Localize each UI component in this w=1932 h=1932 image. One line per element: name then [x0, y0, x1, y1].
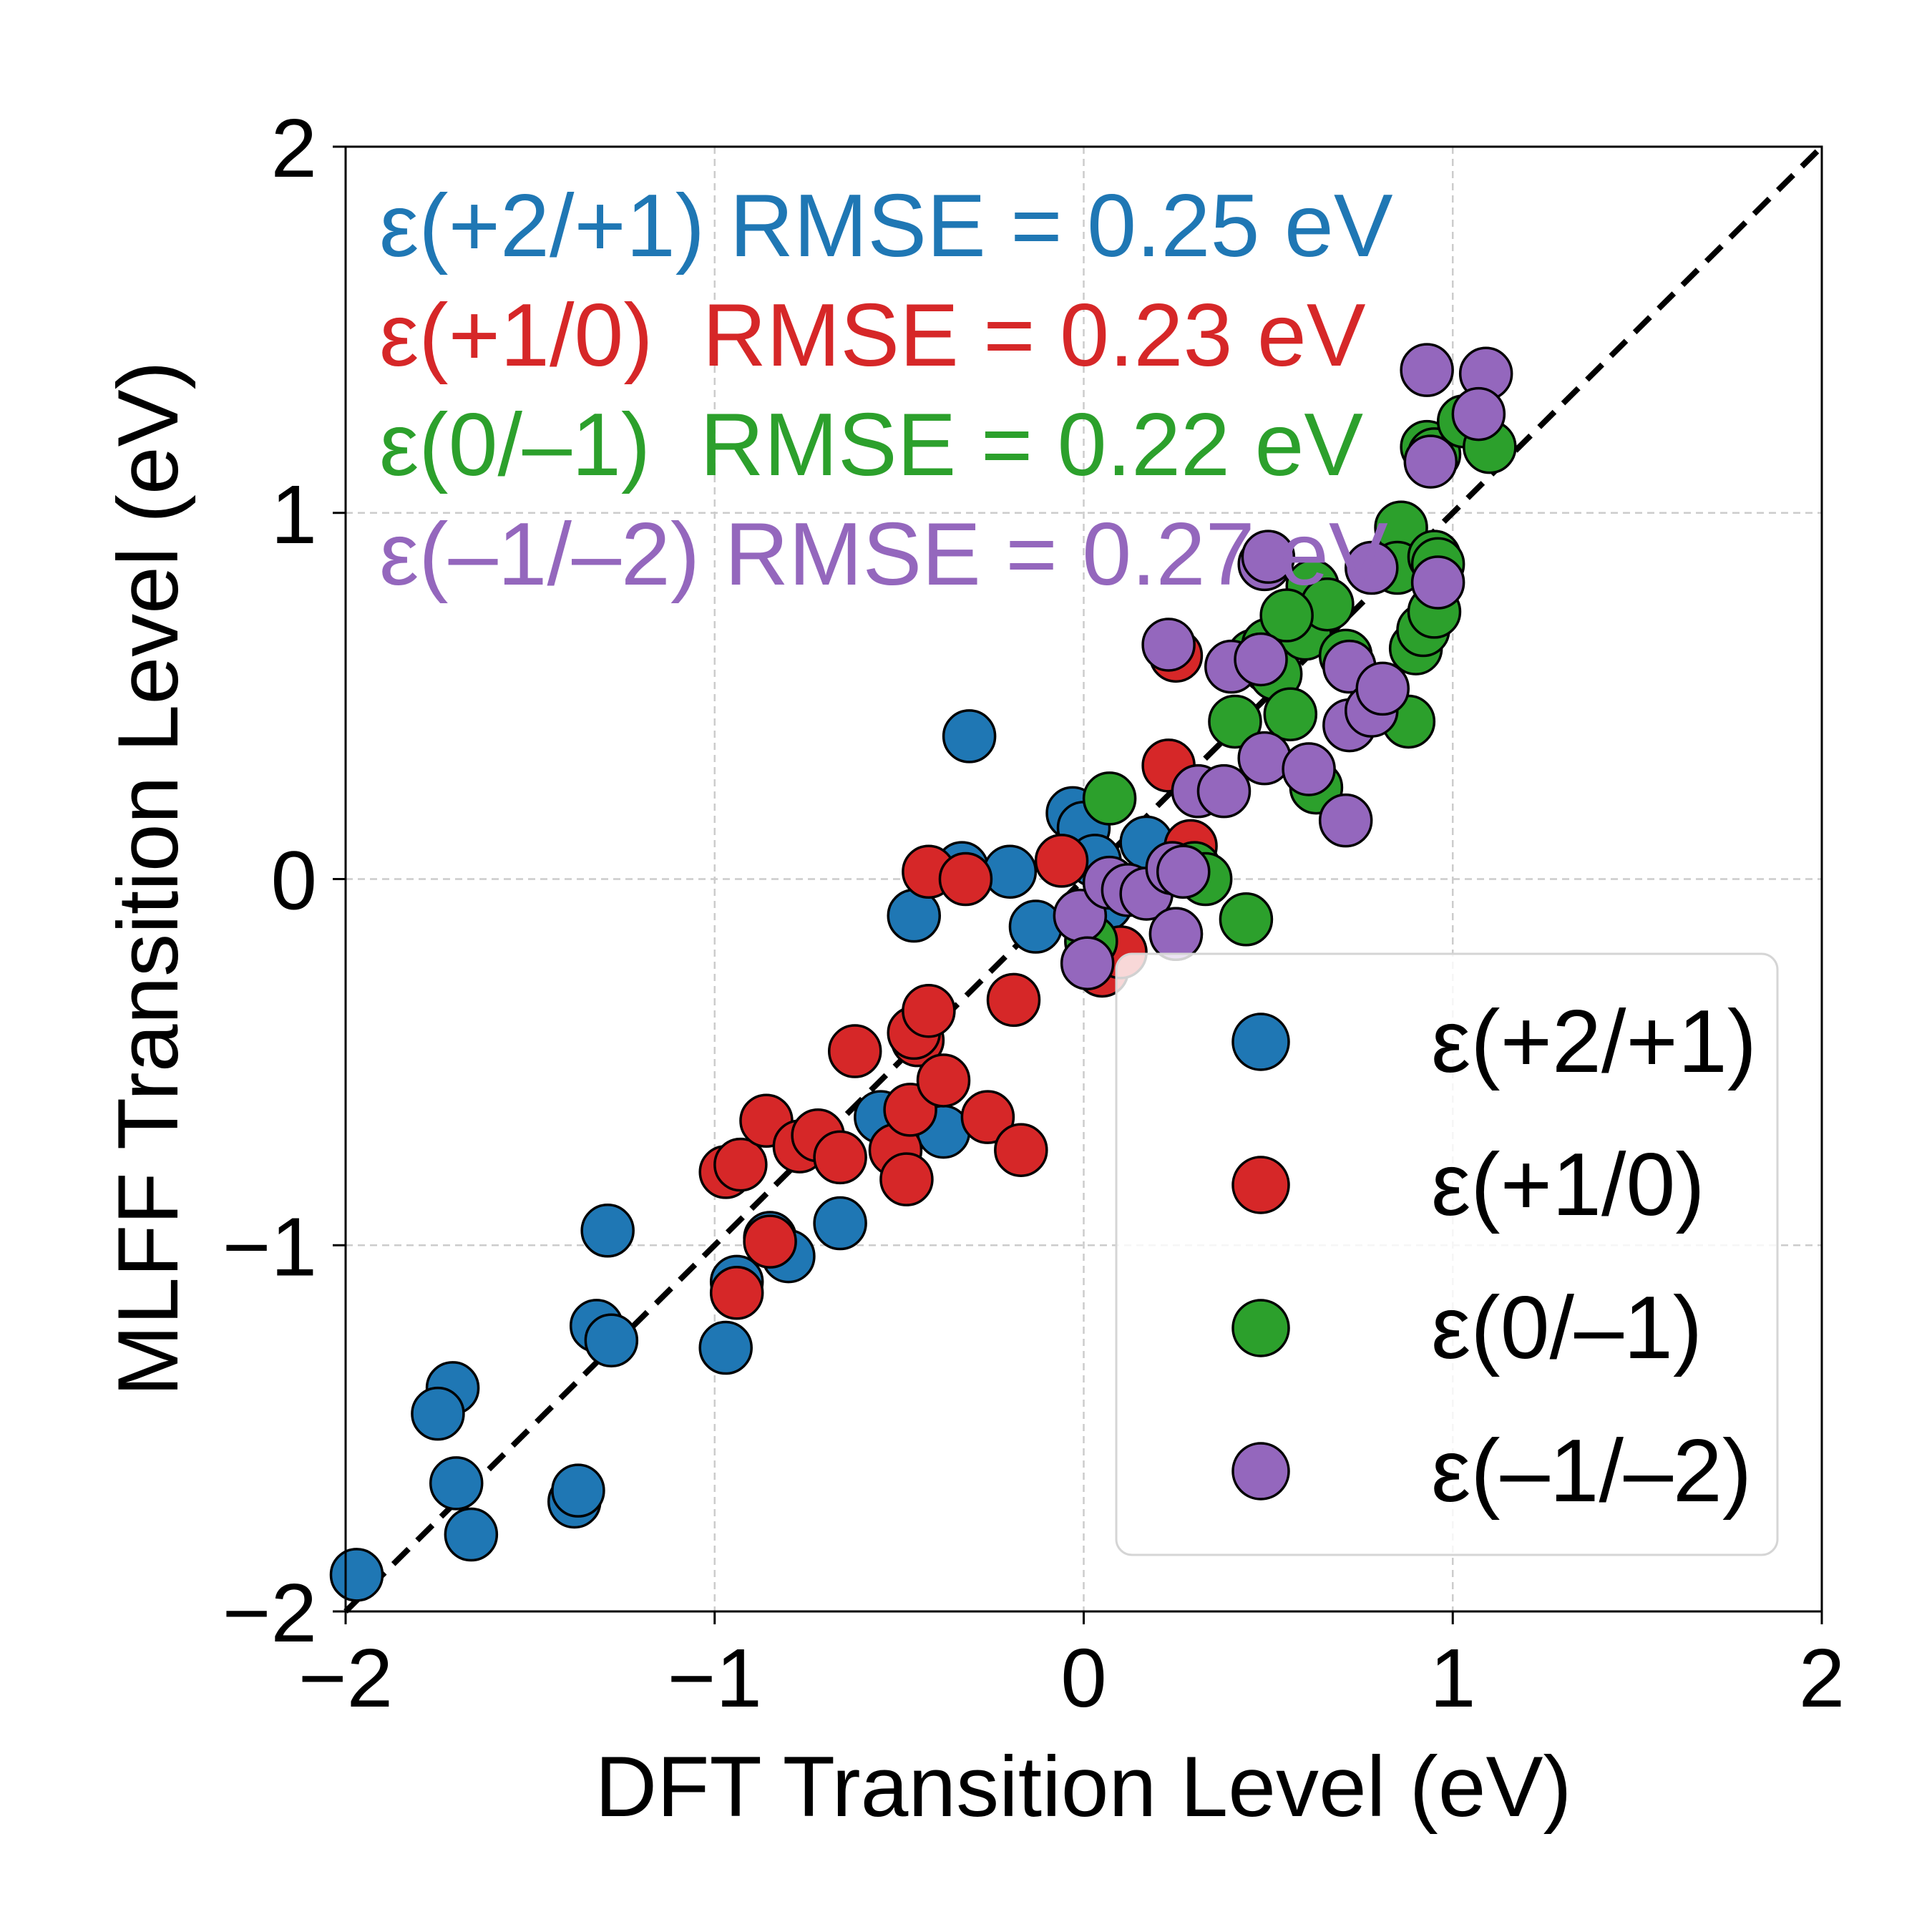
data-point — [743, 1214, 797, 1269]
rmse-annotation-3: ε(–1/–2) RMSE = 0.27 eV — [379, 505, 1388, 604]
y-axis-label: MLFF Transition Level (eV) — [100, 361, 196, 1396]
data-point — [1034, 834, 1089, 888]
x-tick-label: 2 — [1799, 1631, 1845, 1724]
data-point — [1141, 618, 1196, 672]
data-point — [1008, 899, 1063, 954]
data-point — [982, 844, 1038, 899]
data-point — [916, 1053, 971, 1108]
axis-ticks — [333, 145, 1823, 1624]
data-point — [444, 1507, 499, 1562]
y-tick-labels: −2 −1 0 1 2 — [223, 102, 317, 1659]
data-point — [429, 1456, 484, 1511]
data-point — [1318, 793, 1373, 848]
rmse-annotation-2: ε(0/–1) RMSE = 0.22 eV — [379, 396, 1363, 494]
data-point — [813, 1130, 867, 1185]
legend: ε(+2/+1) ε(+1/0) ε(0/–1) ε(–1/–2) — [1115, 952, 1779, 1556]
y-tick-label: 2 — [270, 102, 317, 195]
legend-label-1: ε(+1/0) — [1431, 1136, 1705, 1234]
data-point — [994, 1123, 1048, 1177]
x-axis-label: DFT Transition Level (eV) — [595, 1739, 1572, 1835]
parity-dashed-line — [343, 145, 1824, 1614]
data-point — [902, 983, 956, 1038]
x-tick-label: −1 — [668, 1631, 762, 1724]
data-point — [1082, 771, 1137, 826]
x-tick-label: 1 — [1430, 1631, 1476, 1724]
x-tick-labels: −2 −1 0 1 2 — [298, 1631, 1845, 1724]
x-tick-label: −2 — [298, 1631, 393, 1724]
data-point — [1208, 694, 1262, 749]
data-point — [1282, 742, 1336, 796]
legend-marker-3 — [1231, 1442, 1290, 1501]
data-point — [942, 709, 997, 763]
data-point — [1403, 434, 1458, 489]
x-tick-label: 0 — [1060, 1631, 1107, 1724]
data-point — [879, 1152, 934, 1206]
legend-marker-0 — [1231, 1013, 1290, 1071]
legend-marker-2 — [1231, 1299, 1290, 1357]
data-point — [938, 852, 993, 907]
data-point — [584, 1313, 639, 1368]
data-point — [1060, 936, 1115, 990]
y-tick-label: 0 — [270, 834, 317, 927]
data-point — [813, 1196, 867, 1251]
legend-label-3: ε(–1/–2) — [1431, 1422, 1752, 1521]
data-point — [1196, 763, 1252, 819]
data-point — [1451, 386, 1506, 441]
data-point — [551, 1463, 605, 1518]
legend-label-2: ε(0/–1) — [1431, 1279, 1702, 1377]
y-tick-label: −2 — [223, 1566, 317, 1659]
data-point — [1241, 530, 1296, 584]
y-tick-label: 1 — [270, 468, 317, 561]
rmse-annotation-1: ε(+1/0) RMSE = 0.23 eV — [379, 286, 1366, 385]
data-point — [1219, 892, 1274, 947]
parity-line — [343, 145, 1824, 1614]
legend-marker-1 — [1231, 1156, 1290, 1214]
rmse-annotations: ε(+2/+1) RMSE = 0.25 eV ε(+1/0) RMSE = 0.… — [379, 177, 1393, 604]
data-points — [329, 343, 1517, 1602]
legend-box — [1115, 952, 1779, 1556]
data-point — [1148, 907, 1204, 962]
rmse-annotation-0: ε(+2/+1) RMSE = 0.25 eV — [379, 177, 1393, 275]
data-point — [713, 1137, 768, 1192]
data-point — [1259, 588, 1314, 643]
data-point — [1237, 731, 1292, 786]
y-tick-label: −1 — [223, 1200, 317, 1293]
data-point — [329, 1548, 384, 1602]
data-point — [1234, 632, 1288, 687]
legend-label-0: ε(+2/+1) — [1431, 992, 1757, 1091]
data-point — [1263, 687, 1318, 741]
series-3 — [1053, 343, 1513, 990]
data-point — [1355, 661, 1410, 716]
data-point — [1345, 540, 1399, 595]
data-point — [709, 1266, 764, 1320]
data-point — [960, 1090, 1015, 1144]
data-point — [1410, 555, 1465, 610]
data-point — [1400, 343, 1454, 397]
data-point — [827, 1024, 882, 1078]
data-point — [411, 1386, 465, 1441]
data-point — [698, 1320, 753, 1375]
data-point — [1156, 844, 1211, 899]
data-point — [986, 972, 1041, 1028]
data-point — [580, 1204, 635, 1258]
